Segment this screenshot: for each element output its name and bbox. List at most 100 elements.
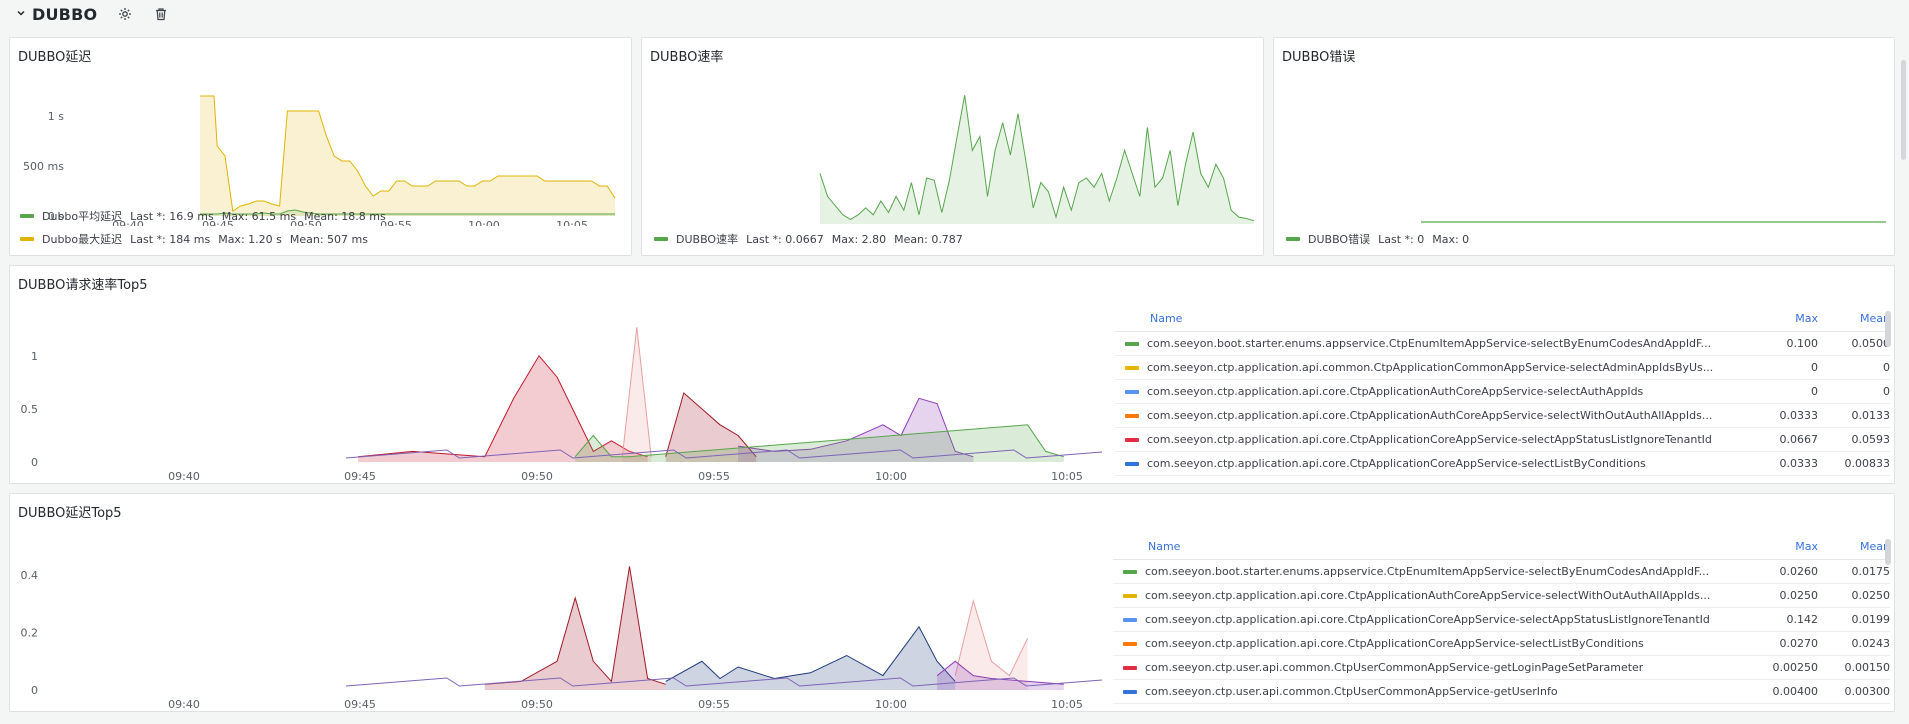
legend-max: Max: 2.80 (831, 232, 887, 246)
legend-max: Max: 61.5 ms (221, 209, 297, 223)
legend-label: Dubbo平均延迟 (42, 210, 123, 223)
legend-row[interactable]: com.seeyon.ctp.application.api.common.Ct… (1115, 355, 1890, 380)
y-tick-label: 1 (31, 350, 38, 363)
series-dark-red-line (484, 566, 666, 685)
series-max: 0.142 (1738, 607, 1818, 632)
series-max: 0.0250 (1738, 583, 1818, 608)
legend-item[interactable]: Dubbo最大延迟 Last *: 184 ms Max: 1.20 s Mea… (20, 231, 368, 247)
y-tick-label: 0 (31, 456, 38, 469)
legend-row[interactable]: com.seeyon.ctp.application.api.core.CtpA… (1115, 379, 1890, 404)
legend-swatch (20, 214, 34, 218)
trash-icon[interactable] (153, 6, 169, 22)
legend-row[interactable]: com.seeyon.ctp.application.api.core.CtpA… (1115, 403, 1890, 428)
series-dark-red-area (665, 393, 757, 462)
x-tick-label: 10:05 (1051, 470, 1083, 483)
series-mean: 0.00150 (1818, 655, 1890, 680)
col-mean[interactable]: Mean (1818, 537, 1890, 560)
legend-swatch (1123, 641, 1137, 646)
latency-top5-chart[interactable]: 09:40 09:45 09:50 09:55 10:00 10:05 0 0.2 0.4 (10, 522, 1110, 712)
panel-dubbo-request-rate-top5[interactable]: DUBBO请求速率Top5 09:40 09:45 09:50 09:55 10:00 1… (9, 265, 1895, 484)
gear-icon[interactable] (117, 6, 133, 22)
latency-chart[interactable]: 09:40 09:45 09:50 09:55 10:00 10:05 0 s 500 ms 1… (10, 66, 631, 226)
legend-row[interactable]: com.seeyon.boot.starter.enums.appservice… (1115, 331, 1890, 356)
baseline-series-line (345, 449, 1103, 459)
legend-scrollbar[interactable] (1885, 539, 1891, 565)
legend-swatch (1123, 569, 1137, 574)
legend-swatch (1123, 689, 1137, 694)
panel-title: DUBBO请求速率Top5 (18, 278, 148, 293)
series-max: 0.0333 (1738, 451, 1818, 476)
series-salmon-area (622, 327, 652, 462)
legend-swatch (1125, 461, 1139, 466)
series-salmon-line (621, 327, 652, 457)
legend-row[interactable]: com.seeyon.ctp.application.api.core.CtpA… (1113, 583, 1890, 608)
legend-swatch (1125, 437, 1139, 442)
errors-chart[interactable] (1274, 66, 1894, 226)
col-mean[interactable]: Mean (1818, 309, 1890, 332)
legend-last: Last *: 0 (1378, 232, 1425, 246)
series-name: com.seeyon.ctp.user.api.common.CtpUserCo… (1145, 685, 1558, 699)
series-violet-area (937, 661, 1064, 690)
legend-item[interactable]: DUBBO速率 Last *: 0.0667 Max: 2.80 Mean: 0… (654, 231, 963, 247)
legend-row[interactable]: com.seeyon.ctp.application.api.core.CtpA… (1113, 607, 1890, 632)
legend-scrollbar[interactable] (1885, 311, 1891, 347)
legend-swatch (1125, 413, 1139, 418)
col-max[interactable]: Max (1738, 537, 1818, 560)
x-tick-label: 09:45 (344, 698, 376, 711)
rate-series-area (820, 95, 1254, 224)
series-name: com.seeyon.ctp.user.api.common.CtpUserCo… (1145, 661, 1644, 675)
x-tick-label: 10:05 (556, 219, 588, 226)
x-tick-label: 10:05 (1051, 698, 1083, 711)
series-max: 0.0260 (1738, 559, 1818, 584)
chevron-down-icon[interactable] (16, 7, 26, 21)
legend-table: Name Max Mean com.seeyon.boot.starter.en… (1113, 537, 1890, 704)
series-pink-area (955, 600, 1028, 690)
legend-item[interactable]: DUBBO错误 Last *: 0 Max: 0 (1286, 231, 1469, 247)
series-purple-line (738, 397, 974, 458)
panel-dubbo-latency[interactable]: DUBBO延迟 09:40 09:45 09:50 09:55 10:00 10:05 0 … (9, 37, 632, 256)
legend-item[interactable]: Dubbo平均延迟 Last *: 16.9 ms Max: 61.5 ms M… (20, 208, 386, 224)
legend-swatch (20, 237, 34, 241)
rate-chart[interactable] (642, 66, 1263, 226)
legend-table: Name Max Mean com.seeyon.boot.starter.en… (1115, 309, 1890, 476)
row-title[interactable]: DUBBO (32, 4, 98, 24)
x-tick-label: 09:55 (698, 698, 730, 711)
series-dark-red-line (665, 392, 757, 458)
page-scrollbar[interactable] (1901, 60, 1906, 160)
col-name[interactable]: Name (1113, 537, 1738, 560)
series-pink-line (954, 598, 1029, 677)
legend-row[interactable]: com.seeyon.ctp.application.api.core.CtpA… (1113, 631, 1890, 656)
panel-dubbo-latency-top5[interactable]: DUBBO延迟Top5 09:40 09:45 09:50 09:55 10:00 10:… (9, 493, 1895, 712)
y-tick-label: 0 s (48, 210, 64, 223)
legend-row[interactable]: com.seeyon.ctp.application.api.core.CtpA… (1115, 427, 1890, 452)
series-violet-line (936, 660, 1064, 685)
legend-max: Max: 0 (1432, 232, 1470, 246)
col-max[interactable]: Max (1738, 309, 1818, 332)
col-name[interactable]: Name (1115, 309, 1738, 332)
x-tick-label: 09:50 (521, 470, 553, 483)
x-tick-label: 09:40 (168, 698, 200, 711)
panel-dubbo-errors[interactable]: DUBBO错误 DUBBO错误 Last *: 0 Max: 0 (1273, 37, 1895, 256)
series-green-area (575, 424, 1064, 462)
series-mean: 0 (1818, 379, 1890, 404)
legend-row[interactable]: com.seeyon.ctp.user.api.common.CtpUserCo… (1113, 679, 1890, 704)
legend-row[interactable]: com.seeyon.ctp.user.api.common.CtpUserCo… (1113, 655, 1890, 680)
series-name: com.seeyon.ctp.application.api.core.CtpA… (1145, 613, 1710, 627)
legend-swatch (1123, 617, 1137, 622)
baseline-series-line (345, 677, 1103, 687)
legend-swatch (1123, 593, 1137, 598)
legend-row[interactable]: com.seeyon.ctp.application.api.core.CtpA… (1115, 451, 1890, 476)
series-name: com.seeyon.ctp.application.api.core.CtpA… (1147, 433, 1712, 447)
legend-row[interactable]: com.seeyon.boot.starter.enums.appservice… (1113, 559, 1890, 584)
max-latency-series-line (200, 95, 616, 212)
y-tick-label: 0.5 (21, 403, 39, 416)
series-mean: 0.00833 (1818, 451, 1890, 476)
legend-mean: Mean: 507 ms (289, 232, 368, 246)
legend-swatch (1125, 389, 1139, 394)
panel-title: DUBBO速率 (650, 50, 724, 65)
legend-label: DUBBO错误 (1308, 233, 1371, 246)
panel-dubbo-rate[interactable]: DUBBO速率 DUBBO速率 Last *: 0.0667 Max: 2.80… (641, 37, 1264, 256)
series-name: com.seeyon.boot.starter.enums.appservice… (1147, 337, 1712, 351)
series-purple-area (738, 398, 974, 462)
request-rate-chart[interactable]: 09:40 09:45 09:50 09:55 10:00 10:05 0 0.5 1 (10, 294, 1110, 484)
